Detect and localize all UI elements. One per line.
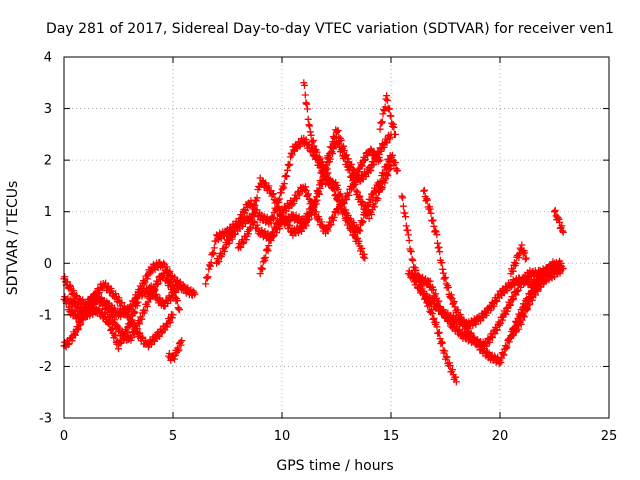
y-tick-label: -2 xyxy=(39,360,52,375)
y-tick-label: -1 xyxy=(39,308,52,323)
x-axis-label: GPS time / hours xyxy=(276,458,393,474)
data-points xyxy=(551,206,567,236)
x-tick-label: 5 xyxy=(169,429,177,444)
x-tick-label: 20 xyxy=(492,429,509,444)
y-axis-label: SDTVAR / TECUs xyxy=(5,181,21,296)
data-series-sat-q xyxy=(507,241,530,278)
y-tick-label: 1 xyxy=(44,205,52,220)
data-points xyxy=(165,337,186,364)
data-points xyxy=(64,279,177,351)
data-layer xyxy=(60,79,567,386)
data-series-sat-k xyxy=(376,92,399,138)
data-series-sat-e xyxy=(165,337,186,364)
data-points xyxy=(300,79,369,262)
y-tick-label: 4 xyxy=(44,51,52,66)
data-series-sat-n xyxy=(409,272,548,332)
tick-layer: 0 5 10 15 20 25 -3 -2 -1 0 1 2 3 4 xyxy=(39,51,617,445)
chart-title: Day 281 of 2017, Sidereal Day-to-day VTE… xyxy=(46,21,614,37)
x-tick-label: 25 xyxy=(601,429,618,444)
y-tick-label: 3 xyxy=(44,102,52,117)
x-tick-label: 15 xyxy=(383,429,400,444)
data-points xyxy=(409,272,548,332)
data-series-sat-i xyxy=(234,134,395,252)
data-points xyxy=(507,262,567,339)
data-points xyxy=(507,241,530,278)
data-points xyxy=(420,186,558,368)
data-series-sat-r xyxy=(551,206,567,236)
data-series-sat-p xyxy=(507,262,567,339)
data-series-sat-d xyxy=(64,279,177,351)
data-series-sat-j xyxy=(300,79,369,262)
data-series-sat-o xyxy=(420,186,558,368)
x-tick-label: 0 xyxy=(60,429,68,444)
data-points xyxy=(376,92,399,138)
y-tick-label: -3 xyxy=(39,412,52,427)
x-tick-label: 10 xyxy=(274,429,291,444)
plot-frame xyxy=(63,56,610,419)
y-tick-label: 0 xyxy=(44,257,52,272)
y-tick-label: 2 xyxy=(44,154,52,169)
data-points xyxy=(234,134,395,252)
